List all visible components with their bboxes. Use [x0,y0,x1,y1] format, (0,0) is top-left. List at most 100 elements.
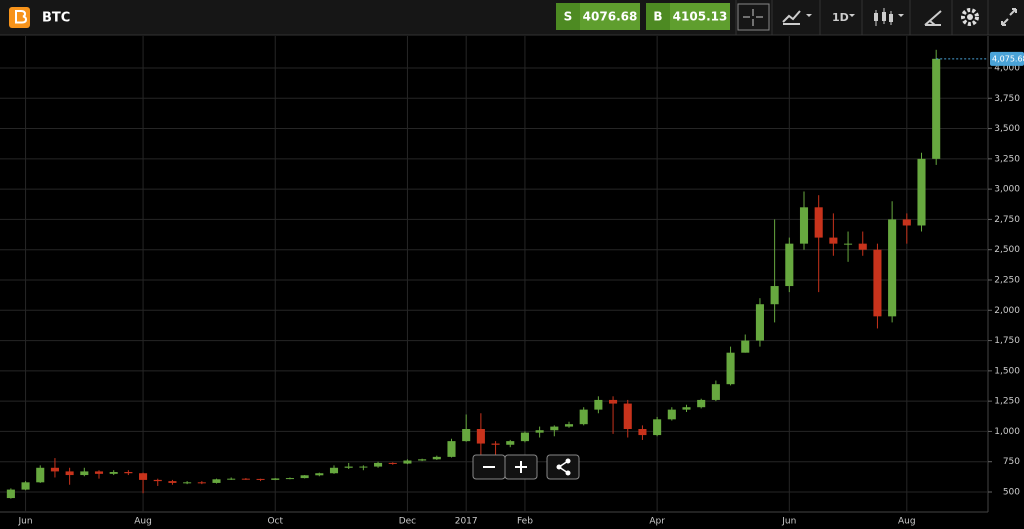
candle-body [829,237,838,244]
candle-body [432,456,441,460]
candle-body [476,429,485,444]
candle-body [814,207,823,238]
x-tick-label: Oct [267,517,283,527]
candle-body [374,462,383,467]
sell-button-letter-bg [556,3,580,30]
candle-body [241,478,250,480]
share-icon [565,470,571,476]
candle-body [183,482,192,484]
candle-body [902,219,911,226]
y-tick-label: 3,250 [994,154,1020,164]
candle-body [344,466,353,468]
candle-body [212,479,221,483]
candle-body [653,419,662,436]
candle-body [726,352,735,385]
fullscreen-button[interactable] [1001,8,1017,26]
candle-body [550,426,559,431]
candle-body [711,384,720,400]
candle-body [271,478,280,480]
y-tick-label: 1,000 [994,427,1020,437]
chart-type-button[interactable] [782,10,801,25]
candle-body [462,429,471,442]
x-tick-label: Dec [399,517,416,527]
caret [849,14,855,17]
current-price-tag [990,51,1024,66]
y-tick-label: 2,000 [994,306,1020,316]
candle-body [682,407,691,410]
x-tick-label: Aug [134,517,152,527]
x-tick-label: Jun [781,517,796,527]
candle-body [594,399,603,410]
y-tick-label: 1,500 [994,366,1020,376]
candle-body [197,482,206,484]
candle-body [858,243,867,250]
interval-button[interactable]: 1D [832,11,849,24]
candle-body [844,243,853,245]
y-tick-label: 1,250 [994,397,1020,407]
candle-body [770,286,779,305]
candle-body [329,467,339,474]
buy-button-letter-bg [646,3,670,30]
candle-body [799,207,809,244]
sell-price: 4076.68 [583,10,638,24]
candle-body [359,466,368,468]
buy-letter: B [653,10,662,24]
candle-body [227,478,236,480]
y-tick-label: 3,750 [994,94,1020,104]
y-tick-label: 2,250 [994,275,1020,285]
symbol[interactable]: BTC [42,11,70,26]
candle-body [638,429,647,436]
candles-icon-part [882,12,886,21]
candle-body [256,478,265,480]
share-icon [565,458,571,464]
candle-body [506,441,515,445]
candle-body [315,473,324,476]
candle-body [888,219,897,317]
y-tick-label: 4,000 [994,63,1020,73]
x-tick-label: Aug [898,517,916,527]
candle-body [109,472,118,474]
current-price-label: 4,075.68 [992,54,1024,63]
share-button[interactable] [546,454,580,480]
candle-body [609,399,618,404]
candle-body [917,158,926,226]
candle-body [418,459,427,461]
crosshair-icon [743,9,763,26]
axis-background [988,36,1024,512]
candles-icon-part [889,14,893,22]
candle-body [697,399,706,408]
crosshair-button[interactable] [737,3,770,31]
caret [806,14,812,17]
plus-icon [515,461,527,473]
candle-body [755,304,764,341]
candle-body [564,424,574,427]
btc-icon-glyph [15,10,28,24]
toolbar [0,0,1024,35]
candle-body [667,409,676,420]
candle-body [168,481,177,483]
draw-button[interactable] [924,10,942,26]
candle-body [80,471,89,476]
caret [898,14,904,17]
candle-body [6,489,15,499]
candle-body [21,482,30,490]
x-tick-label: Feb [517,517,533,527]
candle-body [873,249,882,317]
candle-body [50,467,59,472]
candle-body [285,478,294,480]
candle-body [300,475,309,479]
y-tick-label: 1,750 [994,336,1020,346]
candle-body [139,473,148,480]
candle-body [741,340,750,353]
x-tick-label: Apr [649,517,665,527]
y-tick-label: 2,500 [994,245,1020,255]
candle-body [932,58,941,159]
x-tick-label: Jun [18,517,33,527]
settings-button[interactable] [961,8,979,26]
candle-body [65,471,74,476]
candle-body [520,432,529,442]
candle-body [388,462,397,464]
x-tick-label: 2017 [455,517,478,527]
